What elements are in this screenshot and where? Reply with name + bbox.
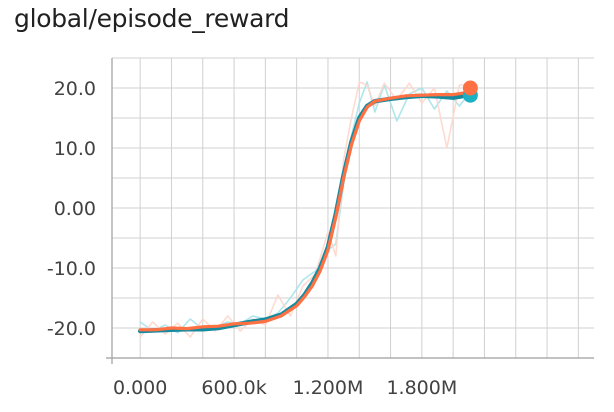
endpoint-markers: [462, 80, 478, 103]
y-tick-label: -20.0: [47, 318, 96, 340]
x-tick-label: 1.200M: [293, 377, 364, 399]
y-tick-label: 20.0: [54, 78, 96, 100]
y-tick-label: -10.0: [47, 258, 96, 280]
smoothed-series-layer: [137, 90, 472, 334]
axes: [106, 58, 594, 364]
x-tick-label: 600.0k: [201, 377, 266, 399]
chart-title: global/episode_reward: [14, 4, 290, 33]
x-tick-labels: 0.000 600.0k 1.200M 1.800M: [113, 377, 457, 399]
y-tick-label: 0.00: [54, 198, 96, 220]
y-tick-labels: 20.0 10.0 0.00 -10.0 -20.0: [47, 78, 96, 340]
series-raw-orange-line: [139, 81, 470, 338]
grid: [112, 57, 594, 359]
x-tick-label: 1.800M: [386, 377, 457, 399]
x-tick-label: 0.000: [113, 377, 167, 399]
y-tick-label: 10.0: [54, 138, 96, 160]
endpoint-orange-dot: [462, 80, 478, 96]
series-smooth-orange-line: [138, 90, 471, 332]
